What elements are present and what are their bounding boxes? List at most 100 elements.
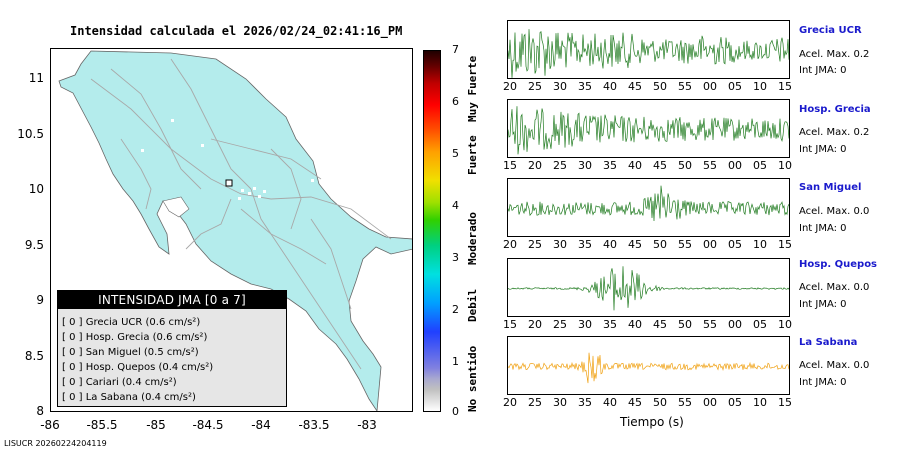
waveform-time-tick: 50 (653, 80, 667, 93)
waveform-time-tick: 25 (553, 318, 567, 331)
waveform-trace (508, 185, 789, 222)
waveform-time-tick: 15 (503, 318, 517, 331)
colorbar-tick: 6 (452, 95, 459, 108)
map-title: Intensidad calculada el 2026/02/24_02:41… (70, 24, 403, 38)
costa-rica-landmass (58, 50, 412, 411)
waveform-time-tick: 35 (578, 396, 592, 409)
waveform-time-tick: 25 (528, 396, 542, 409)
waveform-time-tick: 55 (678, 238, 692, 251)
waveform-panel-grecia-ucr[interactable] (507, 20, 790, 79)
waveform-time-tick: 45 (628, 396, 642, 409)
waveform-time-tick: 30 (578, 159, 592, 172)
waveform-time-tick: 10 (778, 318, 792, 331)
waveform-panel-hosp-grecia[interactable] (507, 99, 790, 158)
waveform-trace (508, 352, 789, 384)
station-acel: Acel. Max. 0.2 (799, 127, 870, 138)
y-tick-label: 10 (28, 182, 44, 196)
legend-item: [ 0 ] Grecia UCR (0.6 cm/s²) (62, 317, 201, 328)
waveform-time-tick: 40 (603, 238, 617, 251)
waveform-panel-la-sabana[interactable] (507, 336, 790, 395)
waveform-time-tick: 15 (778, 80, 792, 93)
footer-id: LISUCR 20260224204119 (4, 439, 107, 448)
station-name: Hosp. Grecia (799, 104, 871, 115)
waveform-time-tick: 55 (678, 80, 692, 93)
waveform-time-tick: 05 (728, 396, 742, 409)
waveform-time-tick: 20 (503, 80, 517, 93)
waveform-time-tick: 55 (678, 396, 692, 409)
x-tick-label: -86 (40, 418, 60, 432)
station-acel: Acel. Max. 0.0 (799, 206, 870, 217)
x-tick-label: -84.5 (192, 418, 224, 432)
station-name: San Miguel (799, 182, 862, 193)
waveform-time-tick: 15 (778, 238, 792, 251)
colorbar-label: Debil (466, 288, 479, 322)
waveform-time-tick: 35 (603, 159, 617, 172)
waveform-time-tick: 00 (703, 396, 717, 409)
x-tick-label: -83 (357, 418, 377, 432)
waveform-time-tick: 10 (753, 238, 767, 251)
waveform-time-tick: 45 (628, 238, 642, 251)
y-tick-label: 9 (36, 293, 44, 307)
waveform-time-tick: 10 (753, 396, 767, 409)
station-int: Int JMA: 0 (799, 299, 847, 310)
waveform-time-tick: 30 (553, 238, 567, 251)
waveform-time-tick: 10 (778, 159, 792, 172)
y-tick-label: 9.5 (24, 238, 44, 252)
waveform-time-tick: 45 (628, 80, 642, 93)
waveform-time-tick: 25 (528, 238, 542, 251)
waveform-time-tick: 05 (728, 80, 742, 93)
legend-item: [ 0 ] La Sabana (0.4 cm/s²) (62, 392, 196, 403)
waveform-time-tick: 00 (703, 238, 717, 251)
waveform-time-tick: 45 (653, 318, 667, 331)
x-tick-label: -85.5 (86, 418, 118, 432)
waveform-time-tick: 20 (503, 238, 517, 251)
intensity-colorbar (423, 50, 441, 412)
waveform-time-tick: 40 (603, 396, 617, 409)
nicoya-gulf (162, 196, 190, 218)
waveform-time-tick: 40 (628, 159, 642, 172)
waveform-panel-hosp-quepos[interactable] (507, 258, 790, 317)
waveform-time-tick: 35 (603, 318, 617, 331)
legend-item: [ 0 ] Cariari (0.4 cm/s²) (62, 377, 177, 388)
station-marker (225, 179, 233, 187)
colorbar-tick: 0 (452, 405, 459, 418)
waveform-time-tick: 30 (578, 318, 592, 331)
station-name: Hosp. Quepos (799, 259, 878, 270)
colorbar-tick: 3 (452, 251, 459, 264)
waveform-time-tick: 50 (653, 238, 667, 251)
colorbar-label: Fuerte (466, 135, 479, 175)
colorbar-tick: 5 (452, 147, 459, 160)
y-tick-label: 10.5 (17, 127, 44, 141)
city-markers (141, 119, 354, 352)
waveform-panel-san-miguel[interactable] (507, 178, 790, 237)
waveform-trace (508, 106, 789, 155)
waveform-xaxis-label: Tiempo (s) (620, 415, 684, 429)
costa-rica-map (58, 50, 412, 411)
station-int: Int JMA: 0 (799, 65, 847, 76)
waveform-time-tick: 35 (578, 80, 592, 93)
waveform-time-tick: 25 (528, 80, 542, 93)
waveform-time-tick: 15 (778, 396, 792, 409)
waveform-time-tick: 25 (553, 159, 567, 172)
waveform-time-tick: 50 (653, 396, 667, 409)
colorbar-tick: 2 (452, 303, 459, 316)
station-acel: Acel. Max. 0.0 (799, 282, 870, 293)
waveform-time-tick: 30 (553, 396, 567, 409)
waveform-time-tick: 00 (728, 159, 742, 172)
station-int: Int JMA: 0 (799, 144, 847, 155)
legend-item: [ 0 ] Hosp. Quepos (0.4 cm/s²) (62, 362, 214, 373)
y-tick-label: 8.5 (24, 349, 44, 363)
waveform-time-tick: 15 (503, 159, 517, 172)
colorbar-label: Muy Fuerte (466, 55, 479, 122)
waveform-time-tick: 55 (703, 318, 717, 331)
waveform-time-tick: 40 (628, 318, 642, 331)
waveform-time-tick: 20 (528, 159, 542, 172)
waveform-trace (508, 266, 789, 311)
waveform-time-tick: 20 (503, 396, 517, 409)
station-acel: Acel. Max. 0.2 (799, 49, 870, 60)
colorbar-tick: 4 (452, 199, 459, 212)
y-tick-label: 8 (36, 404, 44, 418)
waveform-time-tick: 00 (703, 80, 717, 93)
x-tick-label: -83.5 (298, 418, 330, 432)
station-int: Int JMA: 0 (799, 223, 847, 234)
